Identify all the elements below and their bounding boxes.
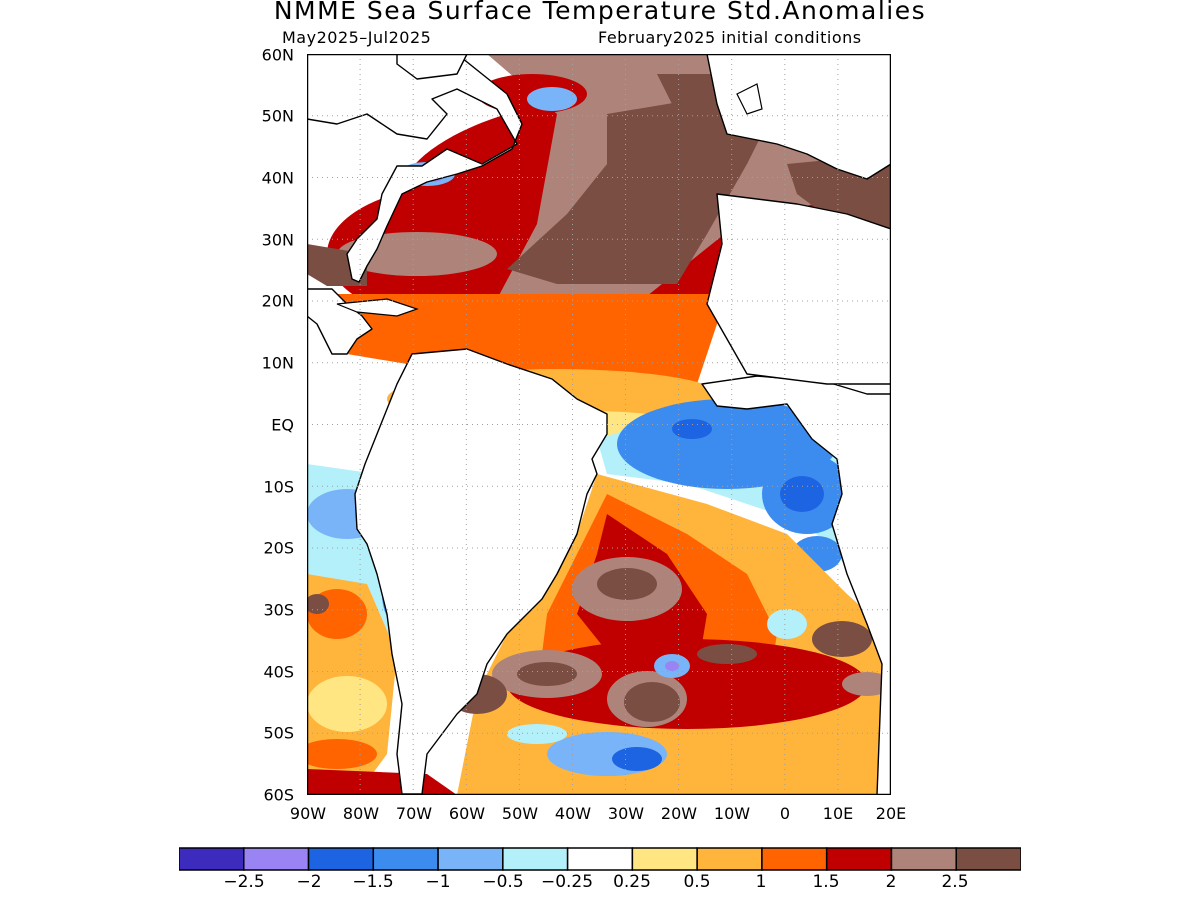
forecast-period: May2025–Jul2025 [282, 28, 432, 47]
colorbar-swatch [631, 847, 698, 871]
figure-title: NMME Sea Surface Temperature Std.Anomali… [273, 0, 927, 25]
lon-label-0: 0 [779, 804, 791, 823]
lon-label-10w: 10W [713, 804, 751, 823]
colorbar-label: −1.5 [352, 872, 394, 892]
graticule [307, 54, 891, 795]
lon-label-60w: 60W [448, 804, 486, 823]
colorbar [179, 847, 1021, 871]
colorbar-swatch [761, 847, 828, 871]
colorbar-swatch [566, 847, 634, 871]
colorbar-swatch [696, 847, 763, 871]
colorbar-label: 2 [885, 872, 897, 892]
lat-label-eq: EQ [271, 415, 294, 435]
lat-label-40n: 40N [261, 168, 294, 188]
colorbar-swatch [955, 847, 1021, 871]
lat-label-60s: 60S [263, 785, 294, 805]
colorbar-label: −0.25 [540, 872, 594, 892]
colorbar-label: 2.5 [941, 872, 969, 892]
lat-label-30n: 30N [261, 230, 294, 250]
lon-label-40w: 40W [554, 804, 592, 823]
colorbar-swatch [243, 847, 310, 871]
lat-label-60n: 60N [261, 45, 294, 65]
lon-label-90w: 90W [289, 804, 327, 823]
colorbar-label: 0.5 [683, 872, 711, 892]
lon-label-80w: 80W [342, 804, 380, 823]
lon-label-10e: 10E [822, 804, 854, 823]
colorbar-swatch [372, 847, 439, 871]
colorbar-swatch [307, 847, 375, 871]
sst-anomaly-map [307, 54, 891, 795]
colorbar-swatch [437, 847, 504, 871]
colorbar-label: 1 [755, 872, 767, 892]
map-frame [307, 54, 891, 795]
colorbar-label: 0.25 [613, 872, 651, 892]
colorbar-label: −1 [425, 872, 451, 892]
lon-label-50w: 50W [501, 804, 539, 823]
land-masses [307, 54, 891, 795]
lat-label-40s: 40S [263, 662, 294, 682]
lon-label-20e: 20E [875, 804, 907, 823]
lat-label-10s: 10S [263, 477, 294, 497]
lat-label-50n: 50N [261, 106, 294, 126]
colorbar-label: −0.5 [482, 872, 524, 892]
colorbar-label: −2 [296, 872, 322, 892]
colorbar-label: 1.5 [812, 872, 840, 892]
lat-label-20n: 20N [261, 291, 294, 311]
colorbar-swatch [179, 847, 245, 871]
initial-conditions: February2025 initial conditions [598, 28, 862, 47]
lat-label-10n: 10N [261, 353, 294, 373]
lat-label-20s: 20S [263, 538, 294, 558]
lon-label-70w: 70W [395, 804, 433, 823]
lon-label-20w: 20W [660, 804, 698, 823]
colorbar-swatch [502, 847, 569, 871]
lat-label-30s: 30S [263, 600, 294, 620]
lat-label-50s: 50S [263, 723, 294, 743]
colorbar-swatch [825, 847, 893, 871]
colorbar-swatch [890, 847, 957, 871]
colorbar-label: −2.5 [223, 872, 265, 892]
lon-label-30w: 30W [607, 804, 645, 823]
